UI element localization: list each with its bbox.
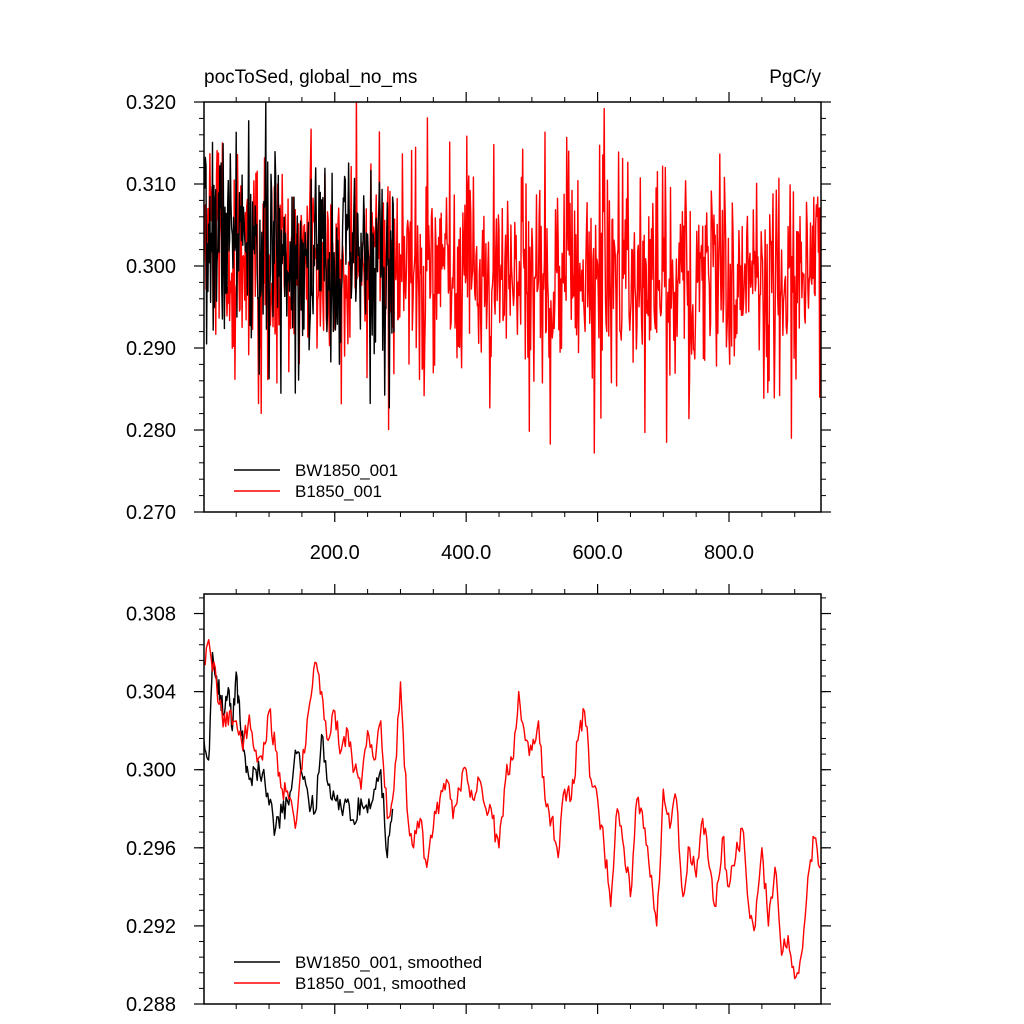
x-tick-label: 400.0 xyxy=(441,542,491,564)
panel-top-title-left: pocToSed, global_no_ms xyxy=(204,67,417,88)
panel-bottom-frame xyxy=(203,593,822,1005)
x-tick-label: 800.0 xyxy=(704,542,754,564)
y-tick-label: 0.320 xyxy=(126,92,176,114)
series-line-bw1850-001-smoothed xyxy=(204,651,394,859)
panel-bottom-legend: BW1850_001, smoothed B1850_001, smoothed xyxy=(234,953,482,993)
legend-label-b1850: B1850_001 xyxy=(295,482,382,501)
legend-label-bw1850-smoothed: BW1850_001, smoothed xyxy=(295,953,482,972)
y-tick-label: 0.288 xyxy=(126,994,176,1016)
series-line-b1850-001-smoothed xyxy=(204,639,821,980)
y-tick-label: 0.270 xyxy=(126,502,176,524)
panel-bottom: 0.288 0.292 0.296 0.300 0.304 0.308 BW1850_00… xyxy=(126,584,831,1016)
y-tick-label: 0.290 xyxy=(126,338,176,360)
y-tick-label: 0.300 xyxy=(126,760,176,782)
panel-top-legend: BW1850_001 B1850_001 xyxy=(234,461,398,501)
legend-label-bw1850: BW1850_001 xyxy=(295,461,398,480)
panel-top: pocToSed, global_no_ms PgC/y 0.270 0.280 0… xyxy=(126,67,831,564)
y-tick-label: 0.304 xyxy=(126,682,176,704)
y-tick-label: 0.300 xyxy=(126,256,176,278)
panel-top-frame xyxy=(203,101,822,513)
series-line-bw1850-001 xyxy=(204,102,395,409)
legend-label-b1850-smoothed: B1850_001, smoothed xyxy=(295,974,466,993)
x-tick-label: 200.0 xyxy=(310,542,360,564)
x-tick-label: 600.0 xyxy=(573,542,623,564)
y-tick-label: 0.308 xyxy=(126,604,176,626)
panel-top-title-right: PgC/y xyxy=(769,67,821,88)
y-tick-label: 0.296 xyxy=(126,838,176,860)
y-tick-label: 0.292 xyxy=(126,916,176,938)
y-tick-label: 0.280 xyxy=(126,420,176,442)
y-tick-label: 0.310 xyxy=(126,174,176,196)
